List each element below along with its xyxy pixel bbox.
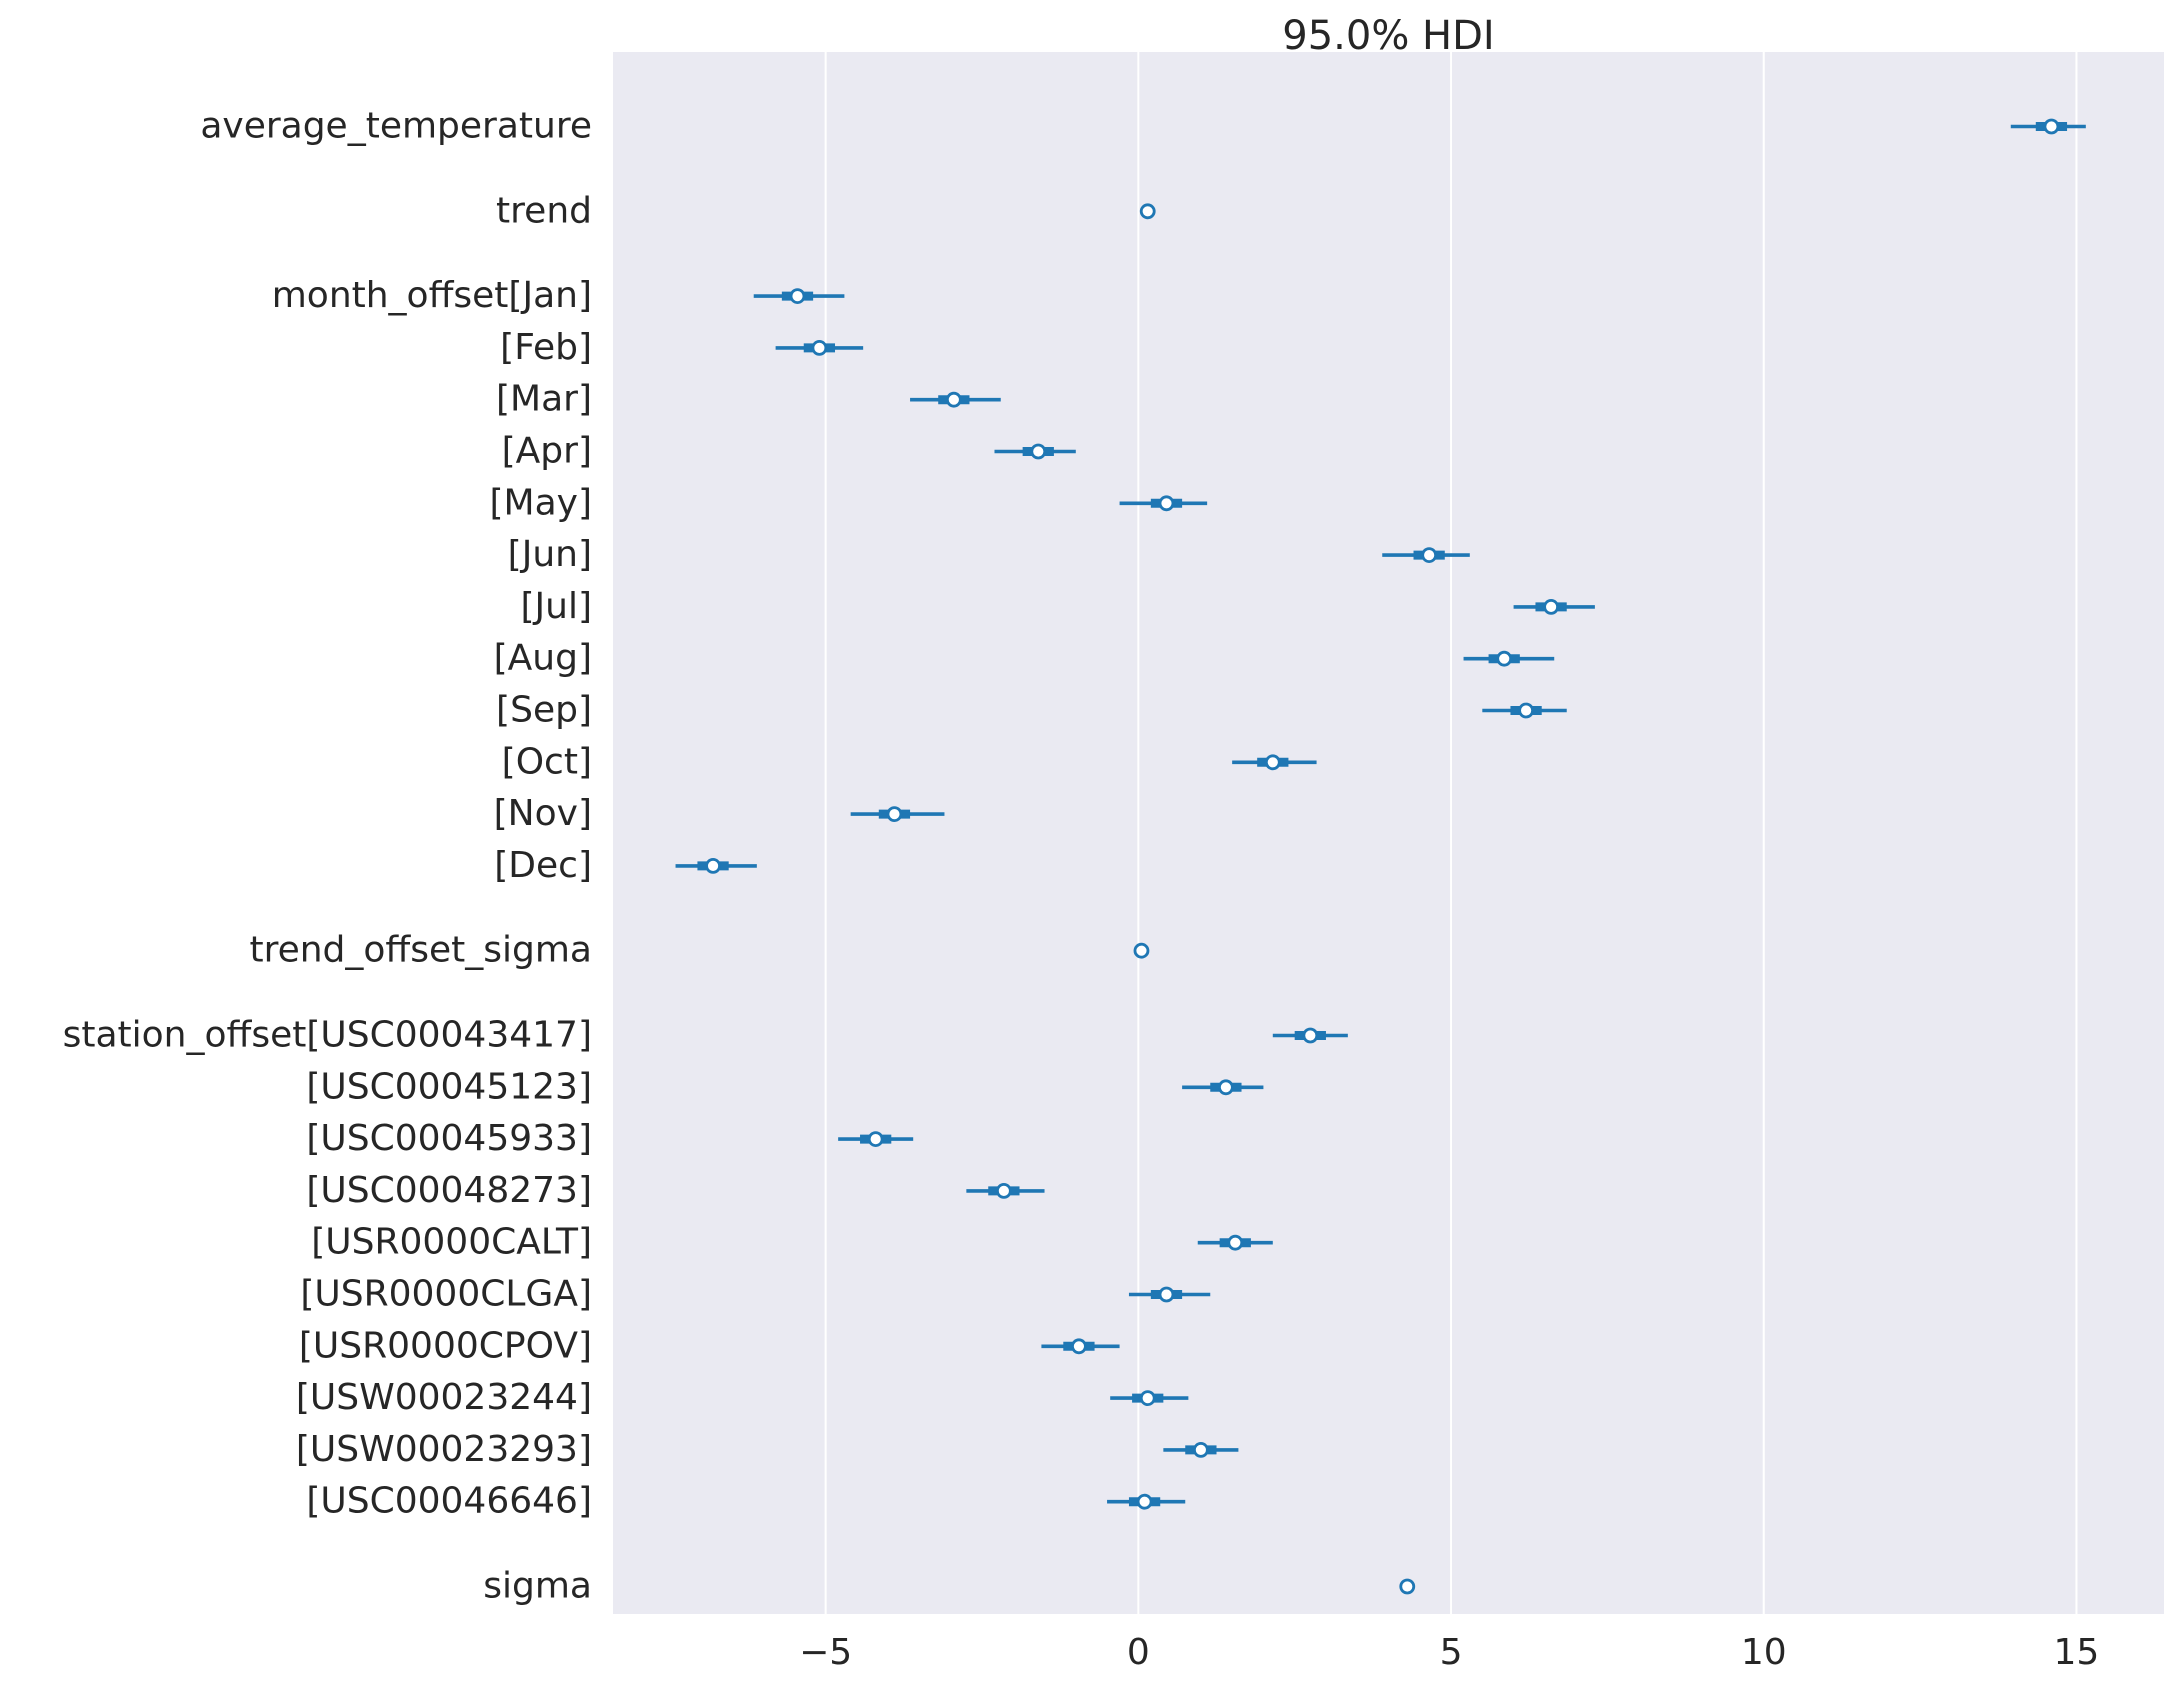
point-estimate (1158, 1286, 1175, 1303)
point-estimate (789, 288, 806, 305)
forest-row (1133, 942, 1150, 959)
row-label: [USR0000CLGA] (300, 1274, 592, 1315)
row-label: [Dec] (494, 845, 592, 886)
forest-row (1139, 203, 1156, 220)
point-estimate (1496, 650, 1513, 667)
point-estimate (1264, 754, 1281, 771)
forest-row (850, 806, 945, 822)
forest-row (1463, 650, 1555, 667)
plot-background (613, 52, 2164, 1614)
point-estimate (1421, 547, 1438, 563)
row-label: [May] (489, 482, 592, 523)
x-axis-tick-labels: −5 0 5 10 15 (799, 1632, 2099, 1673)
point-estimate (1227, 1234, 1244, 1251)
point-estimate (945, 391, 962, 408)
row-label: [Apr] (502, 431, 592, 472)
row-label: [USC00046646] (306, 1481, 592, 1522)
forest-row (1182, 1079, 1264, 1096)
x-tick-label: −5 (799, 1632, 852, 1673)
forest-row (1382, 547, 1470, 563)
x-gridlines (824, 52, 2078, 1614)
forest-row (753, 288, 845, 305)
point-estimate (1543, 599, 1560, 615)
row-label: [USR0000CALT] (311, 1222, 592, 1263)
row-label: [USW00023244] (296, 1377, 592, 1418)
forest-row (1128, 1286, 1211, 1303)
hdi-intervals (675, 118, 2086, 1595)
forest-row (1513, 599, 1595, 615)
forest-row (775, 339, 864, 356)
row-label: trend (496, 190, 592, 231)
row-label: [Aug] (494, 638, 592, 679)
point-estimate (1302, 1027, 1319, 1044)
point-estimate (1071, 1338, 1087, 1355)
forest-row (675, 858, 757, 874)
x-tick-label: 5 (1440, 1632, 1463, 1673)
row-label: month_offset[Jan] (272, 275, 592, 316)
row-label: [Oct] (502, 741, 592, 782)
forest-row (1107, 1493, 1186, 1510)
forest-row (1399, 1578, 1416, 1595)
forest-row (1272, 1027, 1348, 1044)
point-estimate (1133, 942, 1150, 959)
row-label: [Sep] (496, 690, 592, 731)
x-tick-label: 15 (2054, 1632, 2100, 1673)
point-estimate (811, 339, 828, 356)
row-label: [Jun] (508, 534, 592, 575)
forest-row (966, 1183, 1045, 1199)
point-estimate (1217, 1079, 1234, 1096)
point-estimate (1518, 702, 1534, 719)
forest-row (2010, 118, 2086, 135)
forest-row (1041, 1338, 1120, 1355)
row-label: trend_offset_sigma (249, 930, 592, 971)
forest-row (1163, 1442, 1239, 1458)
row-label: average_temperature (200, 106, 592, 147)
row-label: [USW00023293] (296, 1429, 592, 1470)
row-label: [USR0000CPOV] (299, 1325, 592, 1366)
forest-row (1119, 495, 1208, 512)
point-estimate (867, 1131, 884, 1147)
row-label: [USC00048273] (306, 1170, 592, 1211)
point-estimate (1139, 1390, 1156, 1406)
point-estimate (1136, 1493, 1153, 1510)
x-tick-label: 10 (1741, 1632, 1787, 1673)
point-estimate (995, 1183, 1012, 1199)
forest-row (1197, 1234, 1273, 1251)
row-label: sigma (483, 1566, 592, 1607)
forest-row (910, 391, 1001, 408)
forest-row (1232, 754, 1317, 771)
point-estimate (705, 858, 721, 874)
point-estimate (1139, 203, 1156, 220)
row-label: [Nov] (494, 793, 592, 834)
point-estimate (1030, 443, 1047, 460)
row-label: [USC00045933] (306, 1118, 592, 1159)
point-estimate (1158, 495, 1175, 512)
forest-row (838, 1131, 914, 1147)
row-label: [Jul] (520, 586, 592, 627)
forest-row (994, 443, 1076, 460)
forest-row (1110, 1390, 1189, 1406)
point-estimate (886, 806, 903, 822)
point-estimate (1399, 1578, 1416, 1595)
row-label: [Mar] (496, 379, 592, 420)
forest-row (1482, 702, 1567, 719)
chart-title: 95.0% HDI (1282, 13, 1494, 59)
point-estimate (1192, 1442, 1209, 1458)
point-estimate (2043, 118, 2060, 135)
x-tick-label: 0 (1127, 1632, 1150, 1673)
row-label: [Feb] (500, 327, 592, 368)
row-label: [USC00045123] (306, 1066, 592, 1107)
row-label: station_offset[USC00043417] (63, 1015, 592, 1056)
